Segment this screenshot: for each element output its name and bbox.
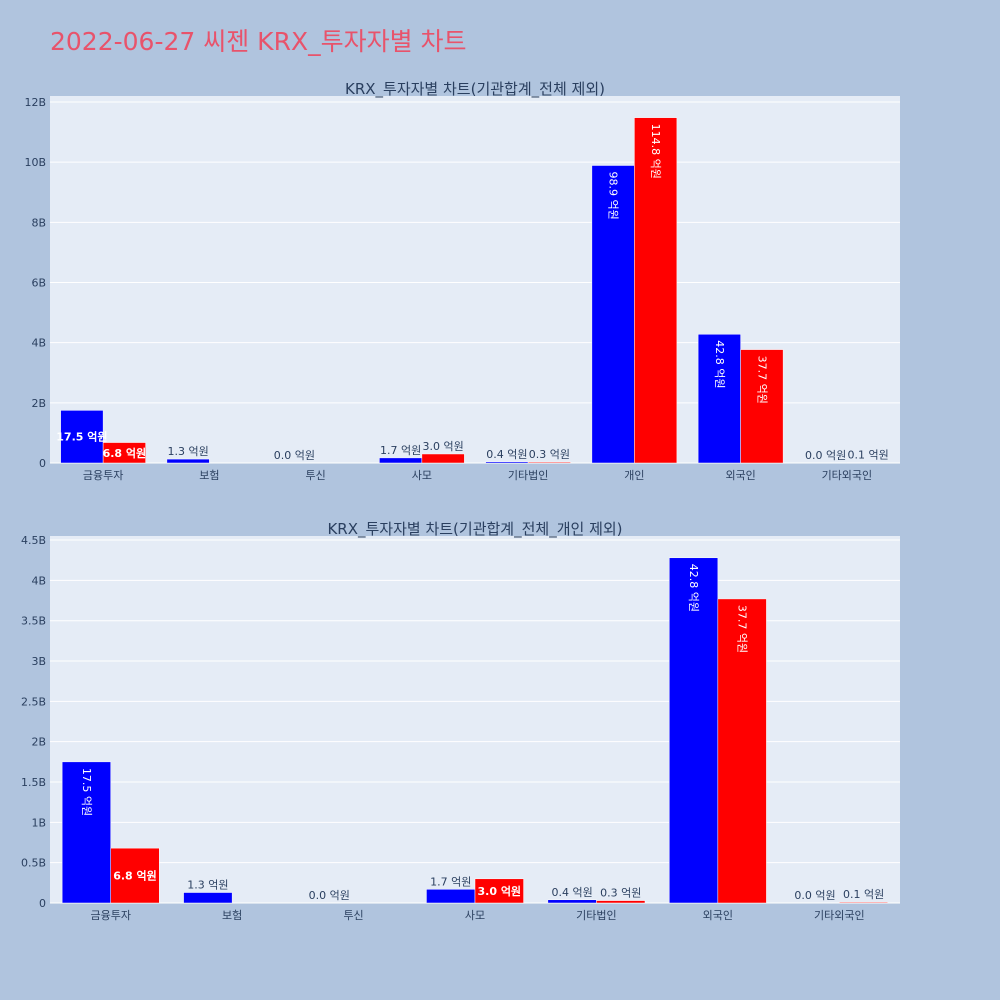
- bar-label: 3.0 억원: [423, 440, 464, 453]
- y-tick-label: 0: [39, 897, 46, 910]
- y-tick-label: 8B: [31, 216, 46, 229]
- bar-label: 0.1 억원: [848, 449, 889, 462]
- x-tick-label: 기타법인: [508, 469, 548, 482]
- x-tick-label: 외국인: [725, 469, 755, 482]
- bar: [740, 349, 784, 464]
- bar-label: 1.3 억원: [187, 879, 228, 892]
- bar-label: 42.8 억원: [713, 340, 726, 388]
- x-tick-label: 외국인: [703, 909, 733, 922]
- bar-label: 0.4 억원: [552, 886, 593, 899]
- bar: [61, 761, 111, 904]
- x-tick-label: 금융투자: [90, 909, 130, 922]
- bar-label: 37.7 억원: [755, 356, 768, 404]
- y-tick-label: 2B: [31, 736, 46, 749]
- bar-label: 114.8 억원: [649, 124, 662, 179]
- y-tick-label: 3B: [31, 655, 46, 668]
- bar: [60, 410, 104, 464]
- bar-label: 98.9 억원: [607, 171, 620, 219]
- bar-label: 3.0 억원: [478, 884, 522, 898]
- plot-area: [50, 536, 900, 903]
- bar-label: 42.8 억원: [687, 564, 700, 612]
- chart-title: KRX_투자자별 차트(기관합계_전체_개인 제외): [327, 520, 622, 539]
- bar: [426, 889, 476, 904]
- y-tick-label: 3.5B: [21, 615, 46, 628]
- bar-label: 1.7 억원: [430, 875, 471, 888]
- y-tick-label: 12B: [24, 96, 46, 109]
- bar: [474, 878, 524, 904]
- bar: [166, 458, 210, 464]
- bar-label: 0.0 억원: [794, 889, 835, 902]
- bar: [697, 333, 741, 464]
- x-tick-label: 보험: [222, 909, 242, 922]
- bar-label: 0.0 억원: [805, 449, 846, 462]
- x-tick-label: 기타외국인: [822, 469, 873, 482]
- x-tick-label: 기타법인: [576, 909, 616, 922]
- bar-label: 0.3 억원: [600, 887, 641, 900]
- bar-label: 0.0 억원: [274, 449, 315, 462]
- bar-label: 0.0 억원: [309, 889, 350, 902]
- bar-label: 0.3 억원: [529, 448, 570, 461]
- bar-label: 1.7 억원: [380, 444, 421, 457]
- bar-label: 37.7 억원: [736, 605, 749, 653]
- bar: [421, 453, 465, 464]
- bar-label: 17.5 억원: [56, 430, 107, 444]
- x-tick-label: 개인: [624, 469, 644, 482]
- x-tick-label: 금융투자: [83, 469, 123, 482]
- y-tick-label: 4B: [31, 337, 46, 350]
- y-tick-label: 0: [39, 457, 46, 470]
- bar-label: 1.3 억원: [168, 445, 209, 458]
- bar: [527, 461, 571, 464]
- x-tick-label: 투신: [343, 909, 363, 922]
- chart-1: 0 2B 4B 6B 8B 10B 12B KRX_투자자별 차트(기관합계_전체 제외) 금융…: [24, 80, 900, 482]
- bar: [547, 899, 597, 904]
- page-title: 2022-06-27 씨젠 KRX_투자자별 차트: [50, 27, 467, 56]
- bar: [110, 847, 160, 904]
- bar: [183, 892, 233, 904]
- bar-label: 17.5 억원: [80, 768, 93, 816]
- x-tick-label: 사모: [412, 469, 432, 482]
- bar-label: 0.4 억원: [486, 448, 527, 461]
- y-tick-label: 4.5B: [21, 534, 46, 547]
- y-tick-label: 1.5B: [21, 776, 46, 789]
- bar: [717, 598, 767, 904]
- x-tick-label: 보험: [199, 469, 219, 482]
- y-tick-label: 4B: [31, 574, 46, 587]
- y-tick-label: 0.5B: [21, 857, 46, 870]
- y-tick-label: 6B: [31, 277, 46, 290]
- bar: [596, 900, 646, 904]
- x-tick-label: 투신: [306, 469, 326, 482]
- bar: [591, 165, 635, 464]
- y-tick-label: 1B: [31, 816, 46, 829]
- bar-label: 0.1 억원: [843, 888, 884, 901]
- bar: [634, 117, 678, 464]
- x-tick-label: 사모: [465, 909, 485, 922]
- x-tick-label: 기타외국인: [814, 909, 865, 922]
- bar: [669, 557, 719, 904]
- bar: [839, 901, 889, 904]
- bar-label: 6.8 억원: [113, 869, 157, 883]
- bar-label: 6.8 억원: [103, 446, 147, 460]
- y-tick-label: 10B: [24, 156, 46, 169]
- y-tick-label: 2B: [31, 397, 46, 410]
- chart-title: KRX_투자자별 차트(기관합계_전체 제외): [345, 80, 605, 99]
- bar: [102, 442, 146, 464]
- y-tick-label: 2.5B: [21, 695, 46, 708]
